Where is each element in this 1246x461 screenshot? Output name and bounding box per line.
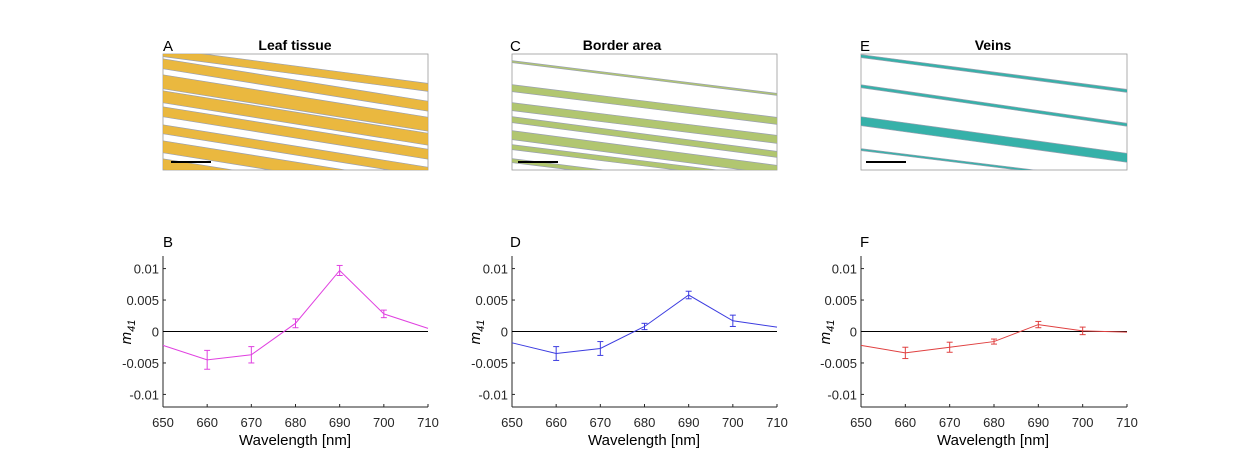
x-tick-label: 660 [894,415,916,430]
tissue-stripe [163,74,428,132]
y-tick-label: 0.005 [475,293,508,308]
series-line [162,269,429,361]
x-tick-label: 680 [285,415,307,430]
y-tick-label: 0.01 [832,262,857,277]
tissue-stripe [861,84,1127,127]
y-tick-label: 0 [501,325,508,340]
panel-letter-e: E [860,38,870,55]
panel-letter-d: D [510,234,521,251]
x-axis-label-f: Wavelength [nm] [937,432,1049,449]
error-bar [729,314,736,327]
y-tick-label: -0.005 [820,356,857,371]
x-tick-label: 690 [1027,415,1049,430]
x-tick-label: 650 [152,415,174,430]
y-tick-label: 0.005 [126,293,159,308]
panel-letter-a: A [163,38,173,55]
y-tick-label: -0.01 [129,387,159,402]
x-tick-label: 700 [1072,415,1094,430]
error-bar [1035,320,1042,329]
error-bar [641,322,648,331]
x-tick-label: 650 [501,415,523,430]
error-bar [292,318,299,329]
error-bar [380,309,387,319]
x-tick-label: 710 [417,415,439,430]
y-axis-label-d: m41 [467,320,487,345]
tissue-stripe [163,54,428,92]
x-tick-label: 670 [589,415,611,430]
tissue-stripe [512,116,777,158]
x-tick-label: 700 [722,415,744,430]
x-tick-label: 680 [983,415,1005,430]
x-tick-label: 680 [634,415,656,430]
y-tick-label: 0.005 [824,293,857,308]
tissue-stripe [512,84,777,125]
x-tick-label: 670 [240,415,262,430]
error-bar [902,346,909,360]
y-tick-label: -0.005 [471,356,508,371]
y-axis-label-f: m41 [817,320,837,345]
image-panel-veins: E Veins [860,37,1128,171]
x-tick-label: 660 [196,415,218,430]
y-tick-label: 0.01 [483,262,508,277]
x-tick-label: 660 [545,415,567,430]
tissue-stripes-border [512,60,777,170]
y-tick-label: -0.005 [122,356,159,371]
error-bar [946,341,953,353]
tissue-stripe [163,90,428,146]
image-panel-leaf-tissue: A Leaf tissue [158,37,433,225]
tissue-stripe [163,106,428,160]
tissue-stripe [163,58,428,112]
error-bar [336,264,343,277]
x-axis-label-d: Wavelength [nm] [588,432,700,449]
error-bar [204,349,211,370]
tissue-stripe [512,102,777,144]
panel-title-veins: Veins [975,37,1012,53]
tissue-stripe [163,124,428,170]
line-plot-b: B m41 Wavelength [nm] 0.01 0.005 0 -0.005 -0… [118,234,439,449]
tissue-stripe [163,140,348,170]
line-plot-d: D m41 Wavelength [nm] 0.01 0.005 0 -0.005 -0… [467,234,788,449]
panel-title-leaf-tissue: Leaf tissue [258,37,331,53]
x-tick-label: 670 [939,415,961,430]
panel-letter-b: B [163,234,173,251]
x-axis-label-b: Wavelength [nm] [239,432,351,449]
y-tick-label: 0.01 [134,262,159,277]
x-tick-label: 710 [766,415,788,430]
x-tick-label: 650 [850,415,872,430]
error-bar [248,346,255,364]
tissue-stripe [861,148,1038,170]
tissue-stripe [512,130,777,170]
panel-letter-c: C [510,38,521,55]
x-tick-label: 700 [373,415,395,430]
y-tick-label: 0 [850,325,857,340]
tissue-stripes-leaf [158,54,433,225]
tissue-stripes-veins [861,54,1127,170]
x-tick-label: 710 [1116,415,1138,430]
tissue-stripe [512,144,721,170]
tissue-stripe [158,172,433,225]
x-tick-label: 690 [329,415,351,430]
panel-letter-f: F [860,234,869,251]
line-plot-f: F m41 Wavelength [nm] 0.01 0.005 0 -0.005 -0… [817,234,1138,449]
x-tick-label: 690 [678,415,700,430]
error-bar [597,341,604,356]
y-tick-label: -0.01 [478,387,508,402]
image-panel-border-area: C Border area [510,37,778,171]
tissue-stripe [861,116,1127,163]
tissue-stripe [512,60,777,96]
y-tick-label: 0 [152,325,159,340]
y-axis-label-b: m41 [118,320,138,345]
panel-title-border-area: Border area [583,37,662,53]
error-bar [553,346,560,361]
y-tick-label: -0.01 [827,387,857,402]
tissue-stripe [861,54,1127,93]
error-bar [991,338,997,345]
error-bar [685,290,692,300]
error-bar [1079,326,1086,336]
